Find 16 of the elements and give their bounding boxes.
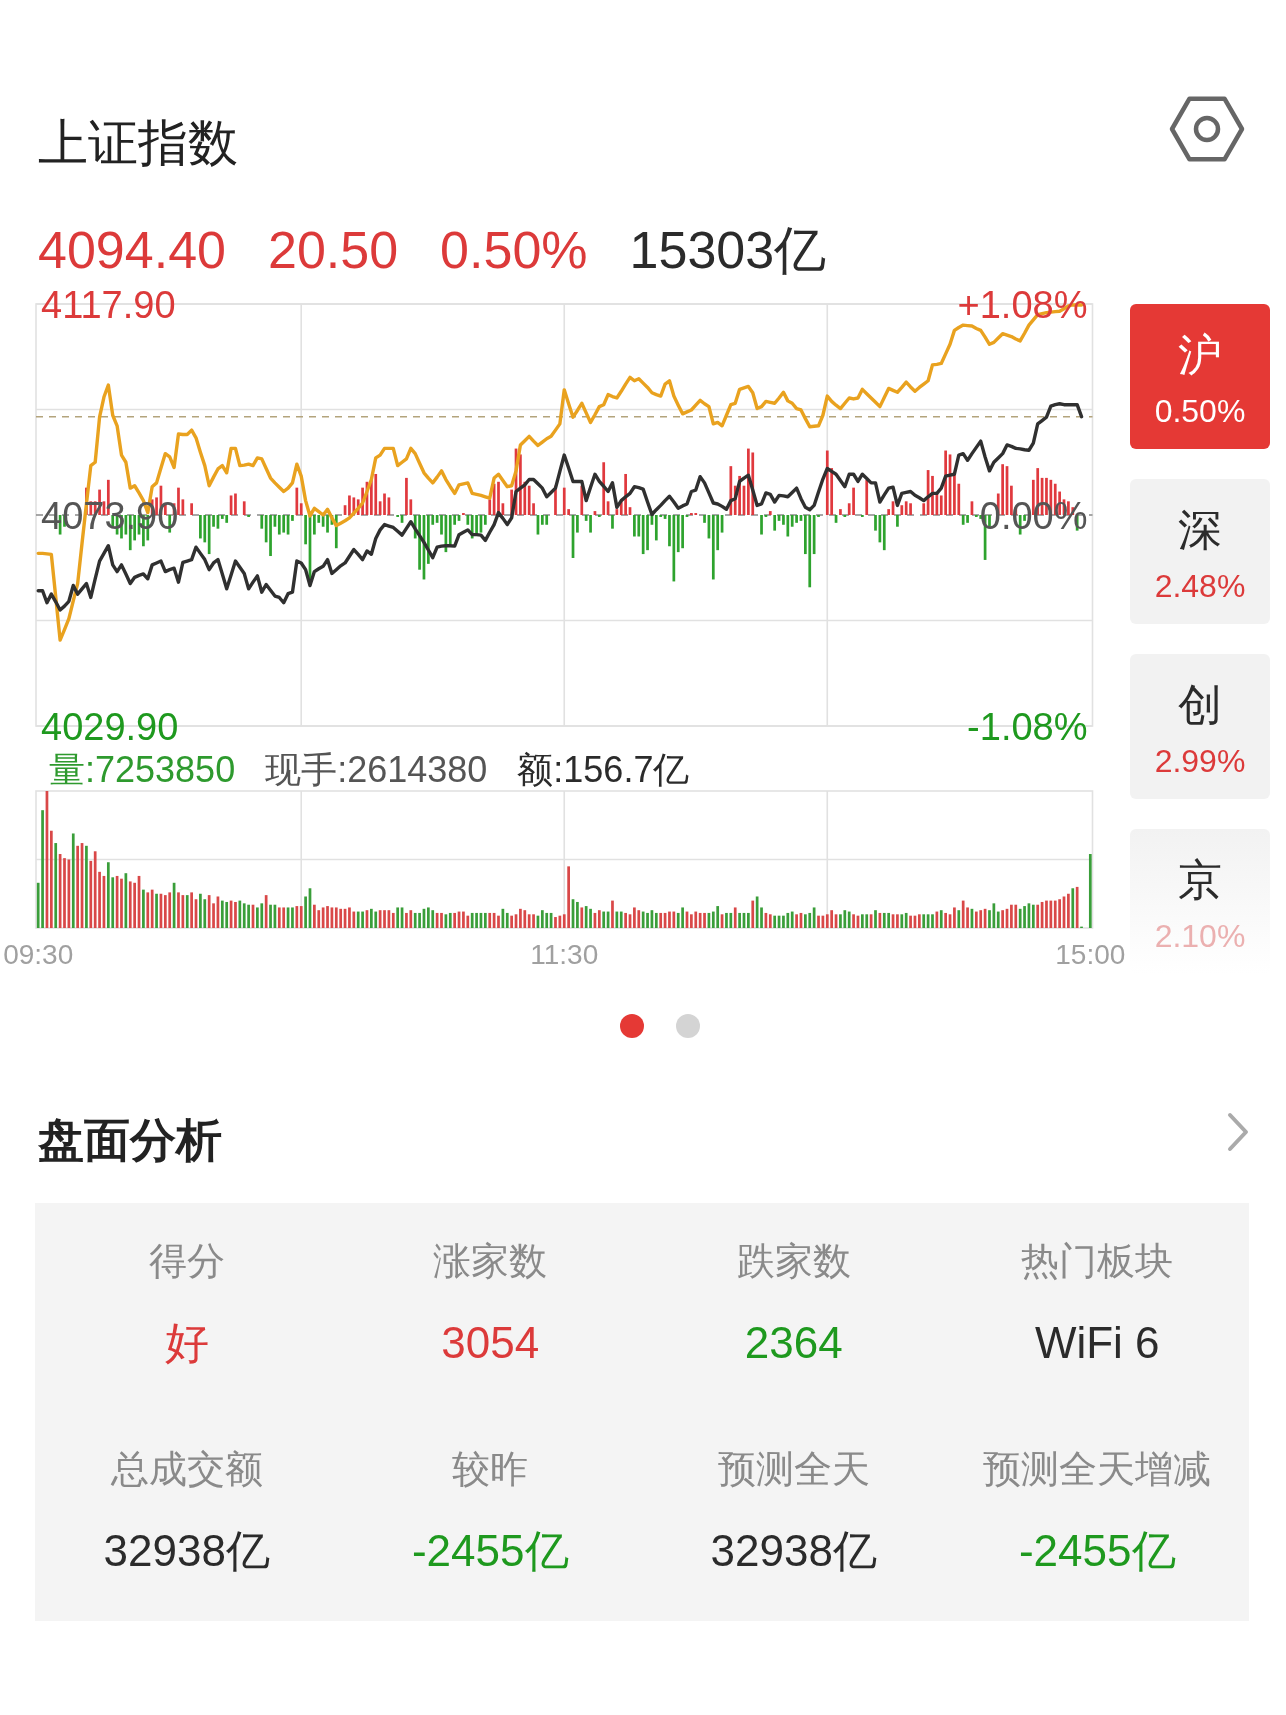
text: 20.50 (267, 221, 399, 279)
y-tick-label: 4029.90 (41, 705, 179, 748)
text: 盘面分析 (37, 1114, 222, 1166)
text: 15303亿 (629, 221, 827, 279)
text: 0.50% (440, 221, 588, 279)
text: 4094.40 (38, 221, 226, 279)
y2-tick-label: +1.08% (957, 283, 1088, 326)
chart-title: 上证指数 (38, 115, 238, 171)
text: 额:156.7亿 (517, 749, 690, 790)
x-tick-label: 15:00 (1055, 939, 1126, 970)
text: 量:7253850 (49, 749, 236, 790)
text: 现手:2614380 (265, 749, 488, 790)
y2-tick-label: -1.08% (967, 705, 1088, 748)
x-tick-label: 11:30 (530, 939, 599, 970)
x-tick-label: 09:30 (3, 939, 74, 970)
y-tick-label: 4117.90 (41, 283, 176, 326)
